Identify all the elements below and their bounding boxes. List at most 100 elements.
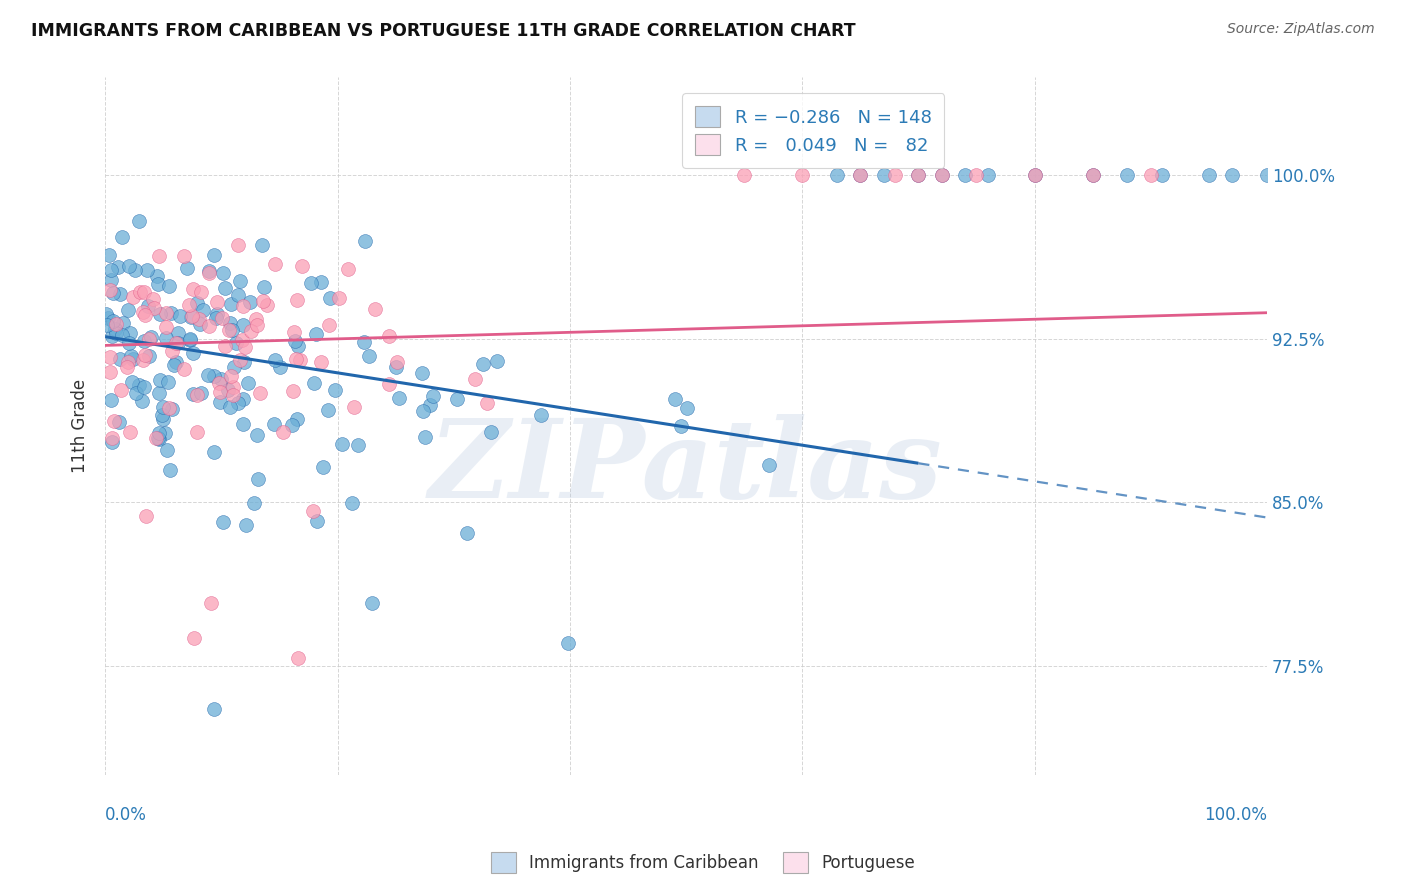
Point [129,285,152,299]
Point [159,306,181,320]
Point [1198,169,1220,183]
Point [136,263,159,277]
Point [214,281,236,295]
Point [226,288,249,302]
Point [197,368,219,382]
Point [363,302,385,317]
Point [132,305,155,319]
Point [132,380,155,394]
Point [101,314,124,328]
Point [347,437,370,451]
Point [94,307,117,321]
Point [177,298,200,312]
Point [212,516,235,530]
Point [108,415,131,429]
Point [128,378,150,392]
Point [101,286,124,301]
Point [157,279,180,293]
Point [239,294,262,309]
Point [446,392,468,406]
Point [385,355,408,369]
Point [247,472,270,486]
Point [307,514,329,528]
Point [159,463,181,477]
Point [225,336,247,351]
Point [218,400,240,414]
Point [222,380,245,394]
Point [305,326,328,341]
Point [792,169,814,183]
Point [1152,169,1174,183]
Point [149,308,172,322]
Point [157,401,180,415]
Point [250,238,273,252]
Point [98,350,121,364]
Point [285,352,308,367]
Point [186,388,208,402]
Point [243,496,266,510]
Point [214,339,236,353]
Point [664,392,686,406]
Point [115,360,138,375]
Point [131,393,153,408]
Point [217,383,239,397]
Point [101,329,124,343]
Point [202,702,225,716]
Point [104,326,127,340]
Text: ZIPatlas: ZIPatlas [429,414,943,522]
Point [422,389,444,403]
Point [246,428,269,442]
Point [249,386,271,401]
Point [108,352,131,367]
Point [412,403,434,417]
Point [283,334,305,348]
Point [190,386,212,401]
Point [134,285,156,299]
Point [336,262,359,277]
Point [180,310,202,324]
Point [117,303,139,318]
Legend: Immigrants from Caribbean, Portuguese: Immigrants from Caribbean, Portuguese [484,846,922,880]
Text: Source: ZipAtlas.com: Source: ZipAtlas.com [1227,22,1375,37]
Point [198,264,221,278]
Text: IMMIGRANTS FROM CARIBBEAN VS PORTUGUESE 11TH GRADE CORRELATION CHART: IMMIGRANTS FROM CARIBBEAN VS PORTUGUESE … [31,22,856,40]
Point [825,169,848,183]
Point [471,357,494,371]
Point [135,508,157,523]
Point [163,358,186,372]
Point [190,285,212,299]
Point [907,169,929,183]
Point [263,417,285,432]
Point [152,400,174,414]
Point [342,496,364,510]
Point [872,169,894,183]
Point [226,238,249,252]
Point [150,408,173,422]
Point [104,322,127,336]
Point [122,351,145,366]
Point [256,298,278,312]
Point [1256,169,1278,183]
Point [239,324,262,338]
Point [166,335,188,350]
Point [232,318,254,332]
Point [378,376,401,391]
Point [283,384,305,398]
Point [238,376,260,390]
Point [411,366,433,380]
Point [211,311,233,326]
Point [143,301,166,315]
Point [219,297,242,311]
Point [186,425,208,439]
Point [167,326,190,340]
Point [145,431,167,445]
Point [228,353,250,368]
Point [173,249,195,263]
Point [269,359,291,374]
Point [148,277,170,291]
Point [232,299,254,313]
Point [931,169,953,183]
Point [318,291,340,305]
Point [232,417,254,431]
Point [146,268,169,283]
